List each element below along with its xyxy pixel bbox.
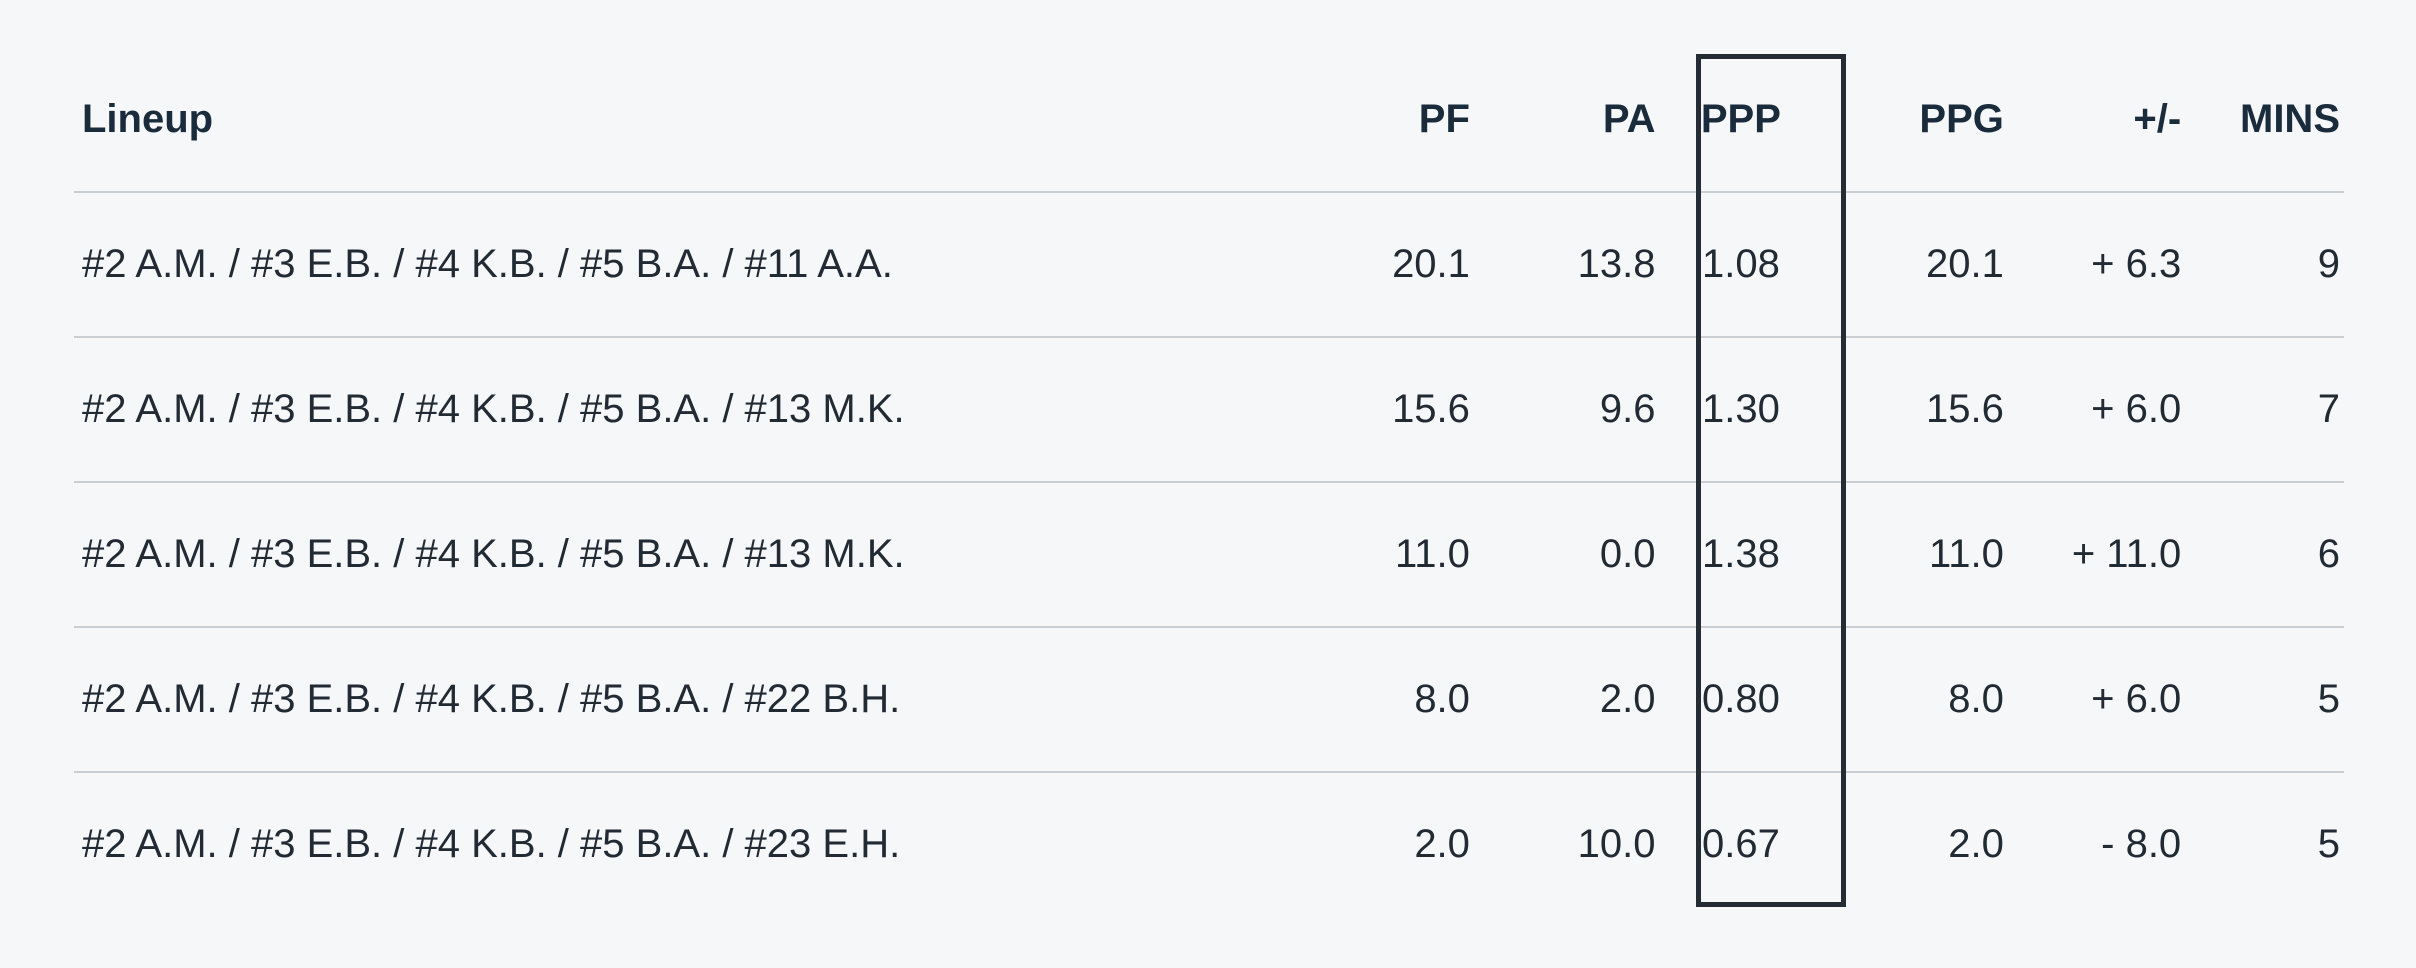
header-mins[interactable]: MINS xyxy=(2185,48,2344,193)
cell-ppg: 8.0 xyxy=(1822,627,2008,773)
cell-plus-minus: + 6.0 xyxy=(2007,627,2186,773)
cell-pa: 9.6 xyxy=(1473,337,1660,483)
cell-lineup: #2 A.M. / #3 E.B. / #4 K.B. / #5 B.A. / … xyxy=(74,192,1289,338)
cell-ppg: 11.0 xyxy=(1822,482,2008,628)
table-row[interactable]: #2 A.M. / #3 E.B. / #4 K.B. / #5 B.A. / … xyxy=(74,337,2344,483)
cell-ppg: 2.0 xyxy=(1948,822,2004,866)
table-header: Lineup PF PA PPP PPG +/- MINS xyxy=(74,48,2344,193)
cell-ppg: 15.6 xyxy=(1822,337,2008,483)
cell-ppp: 0.67 xyxy=(1701,822,1780,866)
cell-pf: 8.0 xyxy=(1288,627,1474,773)
table-row[interactable]: #2 A.M. / #3 E.B. / #4 K.B. / #5 B.A. / … xyxy=(74,772,2344,916)
cell-pf: 11.0 xyxy=(1288,482,1474,628)
cell-plus-minus: + 6.0 xyxy=(2007,337,2186,483)
table-row[interactable]: #2 A.M. / #3 E.B. / #4 K.B. / #5 B.A. / … xyxy=(74,627,2344,773)
table-body: #2 A.M. / #3 E.B. / #4 K.B. / #5 B.A. / … xyxy=(74,192,2344,916)
cell-lineup: #2 A.M. / #3 E.B. / #4 K.B. / #5 B.A. / … xyxy=(74,627,1289,773)
cell-mins: 6 xyxy=(2185,482,2344,628)
cell-ppp: 0.80 xyxy=(1659,627,1823,773)
header-ppg[interactable]: PPG xyxy=(1822,48,2008,193)
cell-ppp: 1.30 xyxy=(1659,337,1823,483)
cell-lineup: #2 A.M. / #3 E.B. / #4 K.B. / #5 B.A. / … xyxy=(74,337,1289,483)
header-pf[interactable]: PF xyxy=(1288,48,1474,193)
cell-lineup: #2 A.M. / #3 E.B. / #4 K.B. / #5 B.A. / … xyxy=(82,822,901,866)
cell-pf: 2.0 xyxy=(1414,822,1470,866)
cell-pf: 15.6 xyxy=(1288,337,1474,483)
cell-plus-minus: - 8.0 xyxy=(2101,822,2182,866)
cell-pa: 10.0 xyxy=(1577,822,1656,866)
header-ppp[interactable]: PPP xyxy=(1659,48,1823,193)
cell-mins: 5 xyxy=(2317,822,2340,866)
table-row[interactable]: #2 A.M. / #3 E.B. / #4 K.B. / #5 B.A. / … xyxy=(74,192,2344,338)
table-row[interactable]: #2 A.M. / #3 E.B. / #4 K.B. / #5 B.A. / … xyxy=(74,482,2344,628)
cell-pa: 13.8 xyxy=(1473,192,1660,338)
cell-ppp: 1.38 xyxy=(1659,482,1823,628)
cell-mins: 5 xyxy=(2185,627,2344,773)
cell-mins: 7 xyxy=(2185,337,2344,483)
cell-pf: 20.1 xyxy=(1288,192,1474,338)
cell-ppp: 1.08 xyxy=(1659,192,1823,338)
cell-plus-minus: + 6.3 xyxy=(2007,192,2186,338)
lineup-stats-panel: Lineup PF PA PPP PPG +/- MINS #2 A.M. / … xyxy=(74,0,2344,968)
cell-pa: 0.0 xyxy=(1473,482,1660,628)
cell-mins: 9 xyxy=(2185,192,2344,338)
cell-pa: 2.0 xyxy=(1473,627,1660,773)
cell-lineup: #2 A.M. / #3 E.B. / #4 K.B. / #5 B.A. / … xyxy=(74,482,1289,628)
cell-ppg: 20.1 xyxy=(1822,192,2008,338)
header-row: Lineup PF PA PPP PPG +/- MINS xyxy=(74,48,2344,193)
cell-plus-minus: + 11.0 xyxy=(2007,482,2186,628)
header-lineup[interactable]: Lineup xyxy=(74,48,1289,193)
header-pa[interactable]: PA xyxy=(1473,48,1660,193)
header-plus-minus[interactable]: +/- xyxy=(2007,48,2186,193)
lineup-stats-table: Lineup PF PA PPP PPG +/- MINS #2 A.M. / … xyxy=(74,48,2344,916)
